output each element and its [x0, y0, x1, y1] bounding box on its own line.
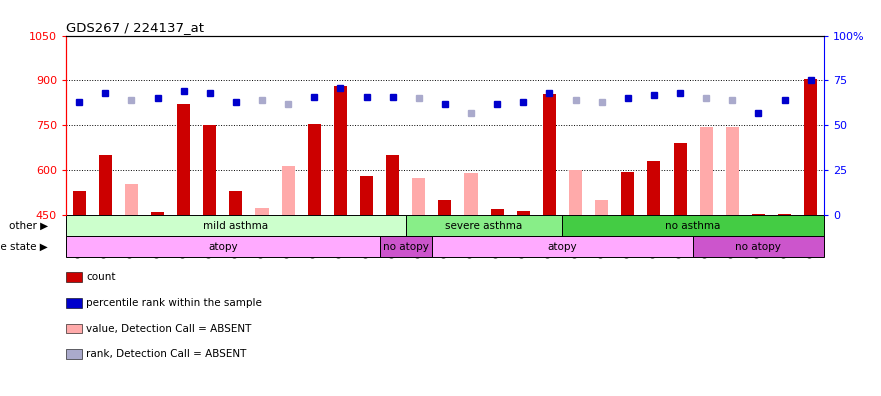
Bar	[307, 124, 321, 215]
Bar	[726, 127, 739, 215]
Bar	[229, 191, 242, 215]
Bar	[255, 208, 269, 215]
Bar	[406, 215, 562, 236]
Text: rank, Detection Call = ABSENT: rank, Detection Call = ABSENT	[86, 349, 247, 360]
Bar	[751, 213, 765, 215]
Bar	[569, 170, 582, 215]
Bar	[543, 94, 556, 215]
Bar	[380, 236, 432, 257]
Bar	[517, 211, 529, 215]
Text: percentile rank within the sample: percentile rank within the sample	[86, 298, 263, 308]
Bar	[334, 86, 347, 215]
Text: severe asthma: severe asthma	[446, 221, 522, 230]
Bar	[439, 200, 451, 215]
Text: no atopy: no atopy	[736, 242, 781, 252]
Text: atopy: atopy	[548, 242, 577, 252]
Bar	[66, 215, 406, 236]
Bar	[99, 155, 112, 215]
Bar	[386, 155, 399, 215]
Bar	[778, 213, 791, 215]
Bar	[464, 173, 478, 215]
Bar	[596, 200, 608, 215]
Bar	[562, 215, 824, 236]
Text: other ▶: other ▶	[9, 221, 48, 230]
Bar	[804, 79, 818, 215]
Bar	[125, 184, 138, 215]
Text: no atopy: no atopy	[382, 242, 429, 252]
Bar	[432, 236, 693, 257]
Text: GDS267 / 224137_at: GDS267 / 224137_at	[66, 21, 204, 34]
Text: mild asthma: mild asthma	[204, 221, 269, 230]
Bar	[491, 209, 504, 215]
Text: value, Detection Call = ABSENT: value, Detection Call = ABSENT	[86, 324, 252, 334]
Bar	[693, 236, 824, 257]
Text: count: count	[86, 272, 115, 282]
Text: disease state ▶: disease state ▶	[0, 242, 48, 252]
Text: no asthma: no asthma	[665, 221, 721, 230]
Bar	[648, 161, 661, 215]
Bar	[360, 176, 373, 215]
Bar	[151, 212, 164, 215]
Bar	[72, 191, 85, 215]
Text: atopy: atopy	[208, 242, 238, 252]
Bar	[204, 125, 217, 215]
Bar	[700, 127, 713, 215]
Bar	[412, 178, 426, 215]
Bar	[66, 236, 380, 257]
Bar	[673, 143, 686, 215]
Bar	[621, 171, 634, 215]
Bar	[282, 166, 294, 215]
Bar	[177, 105, 190, 215]
